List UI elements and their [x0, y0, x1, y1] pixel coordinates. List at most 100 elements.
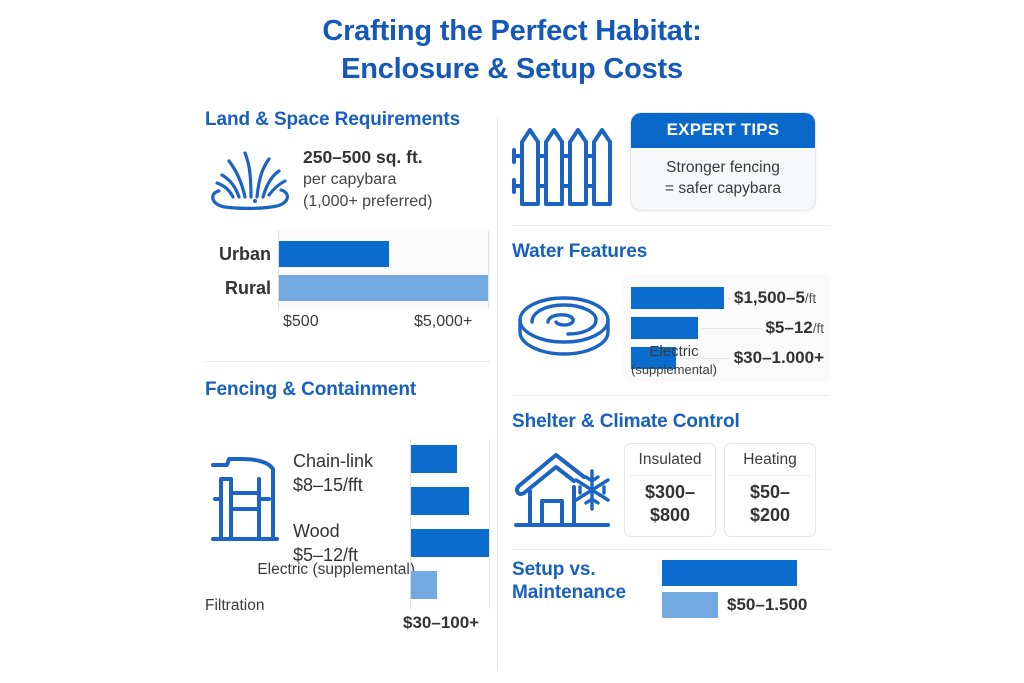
axis-tick-low: $500 [283, 313, 319, 330]
bar-wood [411, 487, 469, 515]
shelter-card-value-line2: $200 [749, 505, 791, 525]
section-water-features: Water Features $1,500–5/ft [512, 240, 830, 383]
column-divider [497, 118, 498, 670]
fencing-heading: Fencing & Containment [205, 379, 417, 400]
water-value: $1,500–5/ft [734, 288, 816, 308]
expert-tips-body: Stronger fencing = safer capybara [631, 148, 815, 210]
gate-icon [211, 457, 279, 541]
water-features-chart: $1,500–5/ft $5–12/ft $ [623, 273, 830, 383]
bar-urban: Urban [219, 241, 389, 267]
shelter-card-label: Heating [729, 451, 811, 476]
right-column: EXPERT TIPS Stronger fencing = safer cap… [512, 108, 830, 618]
fencing-axis-tick: $30–100+ [403, 613, 480, 632]
bar-chain-link [411, 445, 457, 473]
setup-maintenance-heading: Setup vs. Maintenance [512, 558, 662, 604]
fencing-item-price: $5–12/ft [293, 545, 359, 565]
gridline [487, 231, 489, 309]
fencing-item-name: Chain-link [293, 451, 374, 471]
bar-label-rural: Rural [224, 278, 271, 298]
water-features-content: $1,500–5/ft $5–12/ft $ [512, 273, 830, 383]
grass-pond-icon [211, 151, 289, 210]
land-space-text: 250–500 sq. ft. per capybara (1,000+ pre… [303, 146, 432, 213]
fencing-item-price: $8–15/fft [293, 475, 363, 495]
shelter-card-value-line2: $800 [649, 505, 691, 525]
water-row: $5–12/ft [631, 313, 824, 343]
maintenance-value: $50–1.500 [727, 595, 808, 614]
bar-rural: Rural [225, 275, 488, 301]
water-value-unit: /ft [804, 291, 817, 306]
fencing-types: Chain-link $8–15/fft Wood $5–12/ft [293, 449, 483, 567]
land-space-sub2: (1,000+ preferred) [303, 192, 433, 210]
bar-label-urban: Urban [218, 244, 271, 264]
water-value: $30–1.000+ [734, 348, 824, 368]
expert-tips-line2: = safer capybara [665, 180, 781, 197]
maintenance-row: $50–1.500 [662, 592, 830, 618]
setup-heading-line2: Maintenance [512, 582, 626, 603]
fencing-item-chain-link: Chain-link $8–15/fft [293, 449, 483, 497]
water-row: $1,500–5/ft [631, 283, 824, 313]
shelter-card-value-line1: $300– [644, 482, 696, 502]
fencing-item-wood: Wood $5–12/ft [293, 519, 483, 567]
house-snowflake-icon [514, 453, 610, 527]
section-setup-maintenance: Setup vs. Maintenance $50–1.500 [512, 558, 830, 618]
setup-maintenance-chart: $50–1.500 [662, 558, 830, 618]
fencing-filtration-label: Filtration [205, 597, 265, 614]
shelter-card-heating: Heating $50– $200 [724, 443, 816, 537]
right-divider-3 [512, 549, 830, 550]
shelter-heading: Shelter & Climate Control [512, 411, 740, 432]
section-land-space: Land & Space Requirements [205, 108, 490, 215]
water-value-text: $5–12 [765, 318, 813, 337]
water-electric-main: Electric [649, 343, 699, 360]
shelter-card-value: $50– $200 [729, 476, 811, 527]
connector-line [680, 357, 730, 359]
expert-tips-callout: EXPERT TIPS Stronger fencing = safer cap… [630, 112, 816, 211]
connector-line [728, 297, 730, 299]
bar-stream [631, 317, 698, 339]
fence-icon [512, 128, 612, 206]
fencing-item-name: Wood [293, 521, 340, 541]
water-electric-sub: (supplemental) [631, 362, 717, 377]
water-features-heading: Water Features [512, 241, 648, 262]
page-title: Crafting the Perfect Habitat: Enclosure … [0, 12, 1024, 88]
bar-filtration [631, 347, 676, 369]
bar-pond [631, 287, 724, 309]
fencing-bar-plot [410, 439, 490, 609]
section-fencing: Fencing & Containment [205, 378, 490, 632]
shelter-card-value: $300– $800 [629, 476, 711, 527]
water-value-unit: /ft [812, 321, 824, 336]
land-space-content: 250–500 sq. ft. per capybara (1,000+ pre… [205, 143, 490, 215]
callout-tail [631, 177, 632, 195]
shelter-card-label: Insulated [629, 451, 711, 476]
shelter-content: Insulated $300– $800 Heating $50– $200 [512, 443, 830, 537]
water-value: $5–12/ft [765, 318, 824, 338]
water-value-text: $1,500–5 [734, 288, 805, 307]
land-space-value: 250–500 sq. ft. [303, 146, 423, 167]
axis-tick-high: $5,000+ [414, 313, 473, 330]
shelter-card-insulated: Insulated $300– $800 [624, 443, 716, 537]
land-cost-chart: Urban Rural $500 $5,000+ [205, 231, 490, 339]
bar-filtration [411, 571, 437, 599]
section-shelter: Shelter & Climate Control [512, 410, 830, 537]
expert-tips-header: EXPERT TIPS [631, 113, 815, 148]
fencing-electric-label: Electric (supplemental) [257, 561, 415, 578]
water-value-text: $30–1.000+ [733, 348, 824, 367]
connector-line [702, 327, 762, 329]
left-divider [205, 361, 490, 362]
right-divider-2 [512, 395, 830, 396]
land-cost-plot: Urban Rural $500 $5,000+ [219, 231, 490, 330]
shelter-card-value-line1: $50– [749, 482, 791, 502]
left-column: Land & Space Requirements [205, 108, 490, 632]
water-electric-label: Electric (supplemental) [620, 343, 728, 379]
setup-heading-line1: Setup vs. [512, 559, 596, 580]
bar-maintenance [662, 592, 718, 618]
land-space-sub1: per capybara [303, 170, 397, 188]
land-space-heading: Land & Space Requirements [205, 109, 461, 130]
fencing-content: Chain-link $8–15/fft Wood $5–12/ft Elect… [205, 411, 490, 632]
water-row: $30–1.000+ [631, 343, 824, 373]
bar-setup [662, 560, 797, 586]
page-title-line1: Crafting the Perfect Habitat: [322, 15, 702, 47]
section-expert-tips: EXPERT TIPS Stronger fencing = safer cap… [512, 112, 830, 211]
bar-electric [411, 529, 489, 557]
page-title-line2: Enclosure & Setup Costs [341, 53, 683, 85]
